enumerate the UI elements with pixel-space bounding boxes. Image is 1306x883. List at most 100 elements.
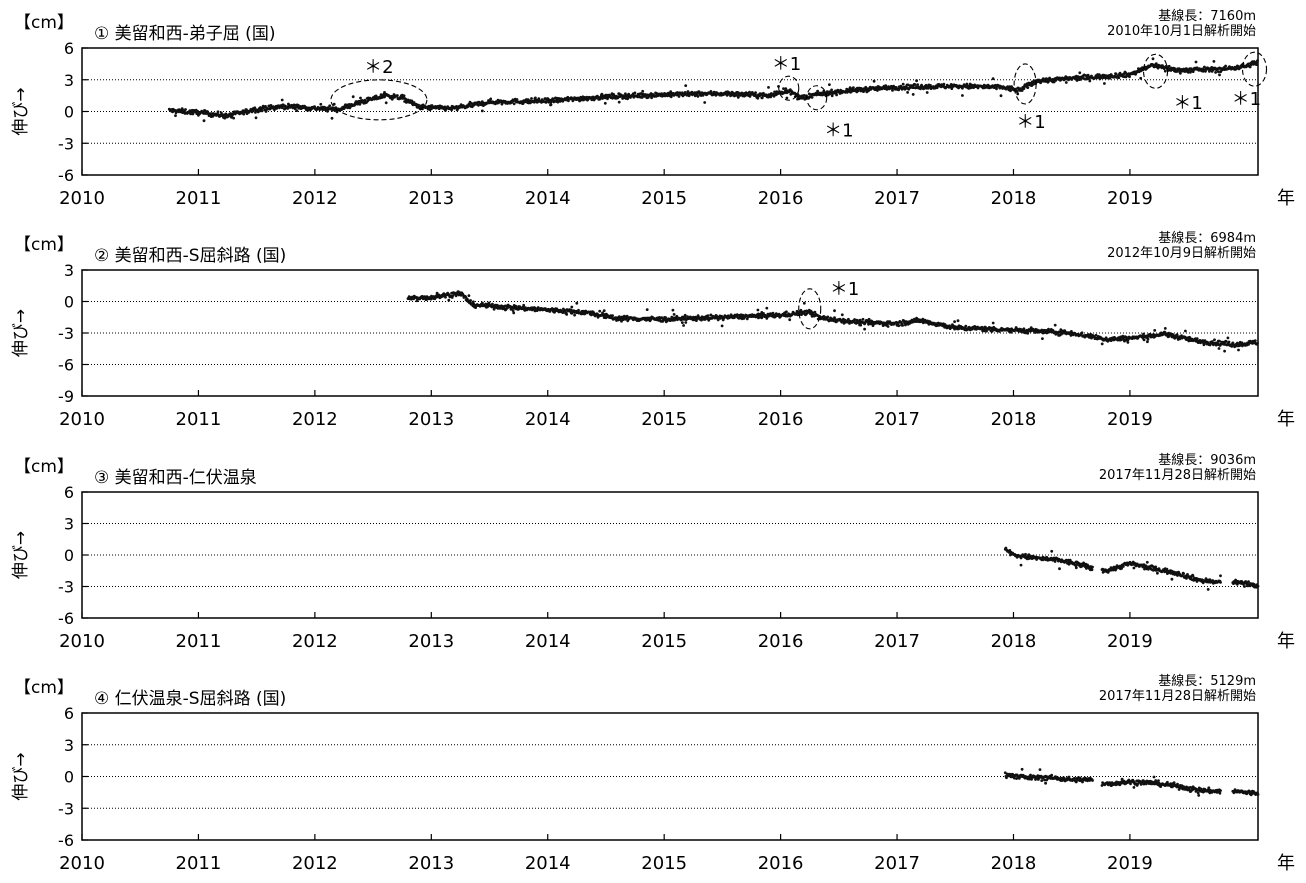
- data-point: [1114, 72, 1118, 76]
- y-tick-label: 3: [64, 71, 74, 90]
- data-point: [1142, 338, 1146, 342]
- data-point: [384, 101, 388, 105]
- event-circle: [778, 75, 800, 101]
- data-point: [686, 90, 690, 93]
- panel-2: 【cm】② 美留和西-S屈斜路 (国)基線長：6984m2012年10月9日解析…: [11, 230, 1295, 430]
- x-tick-label: 2019: [1107, 188, 1153, 209]
- data-point: [196, 110, 200, 113]
- data-point: [925, 91, 929, 94]
- data-point: [765, 306, 769, 310]
- data-point: [1179, 71, 1182, 75]
- data-point: [363, 98, 367, 102]
- x-tick-label: 2019: [1107, 853, 1153, 874]
- data-point: [1217, 70, 1220, 74]
- data-point: [184, 108, 187, 111]
- data-point: [677, 95, 681, 98]
- data-point: [995, 87, 998, 91]
- data-point: [1020, 767, 1024, 771]
- data-point: [1022, 87, 1026, 90]
- data-point: [802, 94, 806, 97]
- data-point: [565, 313, 569, 316]
- panel-4: 【cm】④ 仁伏温泉-S屈斜路 (国)基線長：5129m2017年11月28日解…: [11, 673, 1295, 874]
- x-tick-label: 2011: [176, 631, 222, 652]
- data-point: [684, 84, 688, 87]
- event-circle: [1142, 53, 1169, 89]
- y-tick-label: 3: [64, 261, 74, 280]
- y-tick-label: 0: [64, 768, 74, 787]
- data-point: [1255, 63, 1258, 66]
- data-point: [1134, 72, 1137, 76]
- x-tick-label: 2014: [525, 409, 571, 430]
- data-point: [913, 83, 917, 86]
- data-point: [1144, 782, 1148, 786]
- data-point: [1091, 565, 1094, 569]
- event-circle: [806, 85, 828, 111]
- data-point: [911, 93, 915, 96]
- data-point: [1050, 773, 1054, 777]
- data-point: [351, 95, 355, 99]
- data-point: [950, 87, 954, 90]
- data-point: [785, 310, 788, 314]
- data-point: [835, 93, 838, 97]
- data-point: [1218, 73, 1221, 77]
- data-point: [645, 308, 649, 311]
- data-point: [859, 323, 863, 327]
- data-point: [1219, 789, 1222, 792]
- x-tick-label: 2010: [59, 409, 105, 430]
- data-point: [1126, 341, 1130, 344]
- data-point: [756, 96, 760, 100]
- x-tick-label: 2018: [991, 188, 1037, 209]
- data-point: [991, 77, 995, 81]
- data-point: [328, 104, 332, 108]
- data-point: [223, 116, 227, 120]
- data-point: [1175, 333, 1179, 336]
- data-point: [249, 107, 253, 111]
- annotation-label: ＊1: [830, 279, 859, 300]
- y-tick-label: 0: [64, 546, 74, 565]
- data-point: [577, 308, 580, 312]
- data-point: [1218, 791, 1222, 795]
- x-tick-label: 2010: [59, 631, 105, 652]
- data-point: [830, 88, 833, 92]
- data-point: [1074, 566, 1078, 570]
- data-point: [174, 114, 177, 117]
- data-point: [611, 96, 614, 100]
- data-point: [335, 110, 339, 114]
- x-tick-label: 2014: [525, 188, 571, 209]
- data-point: [534, 96, 537, 100]
- data-point: [1237, 348, 1240, 352]
- data-point: [807, 92, 811, 96]
- data-point: [1040, 779, 1044, 782]
- data-point: [254, 116, 258, 120]
- data-point: [467, 294, 471, 297]
- data-point: [1206, 588, 1210, 591]
- x-tick-label: 2011: [176, 853, 222, 874]
- data-point: [569, 308, 573, 312]
- annotation-label: ＊1: [1232, 89, 1261, 110]
- y-tick-label: 3: [64, 736, 74, 755]
- data-point: [522, 303, 526, 307]
- x-tick-label: 2012: [292, 409, 338, 430]
- data-point: [1050, 549, 1054, 553]
- data-point: [570, 305, 574, 309]
- data-point: [1223, 349, 1226, 353]
- y-axis-label: 伸び→: [11, 752, 31, 800]
- data-point: [1249, 63, 1253, 66]
- plot-frame: [81, 269, 1259, 397]
- data-point: [383, 91, 386, 94]
- data-point: [916, 83, 920, 87]
- panel-1: 【cm】① 美留和西-弟子屈 (国)基線長：7160m2010年10月1日解析開…: [11, 8, 1295, 209]
- data-point: [1226, 336, 1230, 340]
- data-point: [202, 119, 206, 123]
- data-point: [1032, 82, 1035, 86]
- data-point: [627, 92, 631, 96]
- data-point: [451, 294, 455, 298]
- analysis-start: 2012年10月9日解析開始: [1107, 246, 1256, 261]
- data-point: [573, 313, 576, 317]
- data-point: [1194, 60, 1198, 64]
- data-point: [956, 319, 960, 323]
- data-point: [358, 102, 362, 106]
- data-point: [481, 301, 484, 305]
- x-tick-label: 2018: [991, 853, 1037, 874]
- data-point: [748, 90, 751, 94]
